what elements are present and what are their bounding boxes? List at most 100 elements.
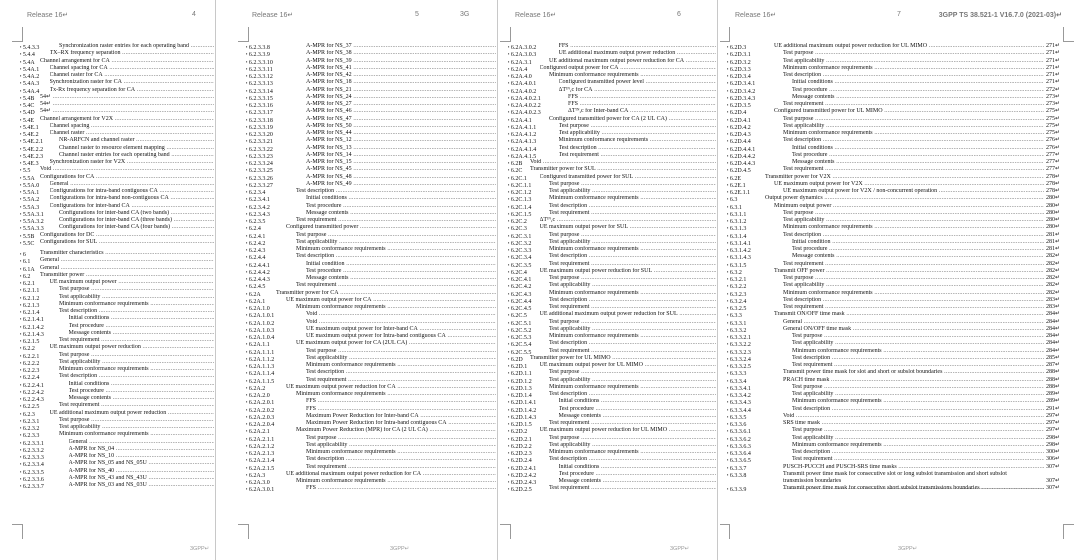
- toc-entry[interactable]: 6.2D.2.4 Test description: [508, 456, 716, 464]
- toc-entry[interactable]: 6.2C.4 UE maximum output power reduction …: [508, 268, 716, 276]
- toc-entry[interactable]: 5.4E.2.3 Channel raster entries for each …: [20, 152, 214, 160]
- toc-entry[interactable]: 6.2.3.3.21 A-MPR for NS_12: [246, 137, 496, 145]
- toc-entry[interactable]: 6.2A.2.0.2 FFS: [246, 406, 496, 414]
- toc-entry[interactable]: 6.2.3.3.15 A-MPR for NS_24: [246, 94, 496, 102]
- toc-entry[interactable]: 6.3.3.2.2 Test applicability284↵: [727, 340, 1060, 348]
- toc-entry[interactable]: 6.2D.3.4 Test description271↵: [727, 72, 1060, 80]
- toc-entry[interactable]: 6.2C.5.2 Test applicability: [508, 326, 716, 334]
- toc-entry[interactable]: 6.2.2.4.3 Message contents: [20, 395, 214, 403]
- toc-entry[interactable]: 6.2A.1.0.3 UE maximum output power for In…: [246, 326, 496, 334]
- toc-entry[interactable]: 6.1 General: [20, 257, 214, 265]
- toc-entry[interactable]: 6.3 Output power dynamics280↵: [727, 195, 1060, 203]
- toc-entry[interactable]: 6.2A.4 Configured output power for CA: [508, 65, 716, 73]
- toc-entry[interactable]: 6.2C Transmitter power for SUL: [508, 166, 716, 174]
- toc-entry[interactable]: 6.2A.3.0 Minimum conformance requirements: [246, 478, 496, 486]
- toc-entry[interactable]: 6.2.4.2 Test applicability: [246, 239, 496, 247]
- toc-entry[interactable]: 6.2A.3.0.2 FFS: [508, 43, 716, 51]
- toc-entry[interactable]: 6.2D.4.4.3 Message contents277↵: [727, 159, 1060, 167]
- toc-entry[interactable]: 6.2.3.4 Test description: [246, 188, 496, 196]
- toc-entry[interactable]: 6.2D.3.2 Test applicability271↵: [727, 57, 1060, 66]
- toc-entry[interactable]: 6.2A.1.0.1 Void: [246, 311, 496, 319]
- toc-entry[interactable]: 6.2D.4.4 Test description276↵: [727, 137, 1060, 145]
- toc-entry[interactable]: 6.2.3.4.1 Initial conditions: [246, 195, 496, 203]
- toc-entry[interactable]: 6.2A.1.1 UE maximum output power for CA (…: [246, 340, 496, 348]
- toc-entry[interactable]: 5.4E.1 Channel spacing: [20, 123, 214, 131]
- toc-entry[interactable]: 6.2A.4.1.2 Test applicability: [508, 130, 716, 138]
- toc-entry[interactable]: 6.2.2.3 Minimum conformance requirements: [20, 366, 214, 374]
- toc-entry[interactable]: 6.2E Transmitter power for V2X278↵: [727, 173, 1060, 182]
- toc-entry[interactable]: 6.2.1.4 Test description: [20, 308, 214, 316]
- toc-entry[interactable]: 6.2.1.3 Minimum conformance requirements: [20, 301, 214, 309]
- toc-entry[interactable]: 5.5A.0 General: [20, 181, 214, 189]
- toc-entry[interactable]: 6.2D.4.1 Test purpose275↵: [727, 115, 1060, 124]
- toc-entry[interactable]: 6.2D.2.4.2 Test procedure: [508, 471, 716, 479]
- toc-entry[interactable]: 6.2C.1 Configured transmitted power for S…: [508, 174, 716, 182]
- toc-entry[interactable]: 6.2.3.3.25 A-MPR for NS_45: [246, 166, 496, 174]
- toc-entry[interactable]: 6.3.3.6.2 Test applicability298↵: [727, 434, 1060, 443]
- toc-entry[interactable]: 6.3.1.1 Test purpose280↵: [727, 209, 1060, 218]
- toc-entry[interactable]: 6.2D.1 UE maximum output power for UL MIM…: [508, 362, 716, 370]
- toc-entry[interactable]: 5.4E.2 Channel raster: [20, 130, 214, 138]
- toc-entry[interactable]: 5.4A.4 Tx-Rx frequency separation for CA: [20, 87, 214, 95]
- toc-entry[interactable]: 6.3.3.7 PUSCH-PUCCH and PUSCH-SRS time ma…: [727, 463, 1060, 472]
- toc-entry[interactable]: 6.2A.1.1.4 Test description: [246, 369, 496, 377]
- toc-entry[interactable]: 6.2C.3.2 Test applicability: [508, 239, 716, 247]
- toc-entry[interactable]: 6.2.3.3.5 A-MPR for NS_40: [20, 468, 214, 476]
- toc-entry[interactable]: 6.2.3.3.3 A-MPR for NS_10: [20, 453, 214, 461]
- toc-entry[interactable]: 6.2A.1 UE maximum output power for CA: [246, 297, 496, 305]
- toc-entry[interactable]: 5.4A.2 Channel raster for CA: [20, 72, 214, 80]
- toc-entry[interactable]: 6.2.3.3.16 A-MPR for NS_27: [246, 101, 496, 109]
- toc-entry[interactable]: 6.3.3.3 Transmit power time mask for slot…: [727, 369, 1060, 377]
- toc-entry[interactable]: 6.2.3.3.10 A-MPR for NS_39: [246, 58, 496, 66]
- toc-entry[interactable]: 6.3.3.4.1 Test purpose288↵: [727, 383, 1060, 392]
- toc-entry[interactable]: 6.2.3.5 Test requirement: [246, 217, 496, 225]
- toc-entry[interactable]: 6.3.3.5 Void297↵: [727, 412, 1060, 421]
- toc-entry[interactable]: 6.2C.1.3 Minimum conformance requirements: [508, 195, 716, 203]
- toc-entry[interactable]: 6.2A.1.1.2 Test applicability: [246, 355, 496, 363]
- toc-entry[interactable]: 6.2A.2.1.4 Test description: [246, 456, 496, 464]
- toc-entry[interactable]: 6.3.1 Minimum output power280↵: [727, 202, 1060, 211]
- toc-entry[interactable]: 6.3.1.4.1 Initial condition281↵: [727, 238, 1060, 247]
- toc-entry[interactable]: 6.2.3.3.11 A-MPR for NS_41: [246, 65, 496, 73]
- toc-entry[interactable]: 6.2D Transmitter power for UL MIMO: [508, 355, 716, 363]
- toc-entry[interactable]: 6.2D.1.4.1 Initial conditions: [508, 398, 716, 406]
- toc-entry[interactable]: 5.4.3.3 Synchronization raster entries fo…: [20, 43, 214, 51]
- toc-entry[interactable]: 6.2D.2 UE maximum output power reduction …: [508, 427, 716, 435]
- toc-entry[interactable]: 6.2D.2.5 Test requirement: [508, 485, 716, 493]
- toc-entry[interactable]: 6.2A.4.0.2.1 FFS: [508, 94, 716, 102]
- toc-entry[interactable]: 6.2.3.3.18 A-MPR for NS_47: [246, 116, 496, 124]
- toc-entry[interactable]: 6.2D.2.1 Test purpose: [508, 435, 716, 443]
- toc-entry[interactable]: 6.2A.4.0.2.2 FFS: [508, 101, 716, 109]
- toc-entry[interactable]: 6.2.3.3.13 A-MPR for NS_18: [246, 79, 496, 87]
- toc-entry[interactable]: 6.2.3.3.24 A-MPR for NS_15: [246, 159, 496, 167]
- toc-entry[interactable]: 6.2E.1 UE maximum output power for V2X278…: [727, 180, 1060, 189]
- toc-entry[interactable]: 6.2C.4.3 Minimum conformance requirements: [508, 290, 716, 298]
- toc-entry[interactable]: 6.2D.4.4.2 Test procedure277↵: [727, 151, 1060, 160]
- toc-entry[interactable]: 5.5A.3 Configurations for inter-band CA: [20, 203, 214, 211]
- toc-entry[interactable]: 6.2C.5.4 Test description: [508, 340, 716, 348]
- toc-entry[interactable]: 6.2D.2.4.1 Initial conditions: [508, 464, 716, 472]
- toc-entry[interactable]: 6.3.3.1 General284↵: [727, 318, 1060, 327]
- toc-entry[interactable]: 6.2D.3.4.1 Initial conditions271↵: [727, 79, 1060, 87]
- toc-entry[interactable]: 5.4E.3 Synchronization raster for V2X: [20, 159, 214, 167]
- toc-entry[interactable]: 6.2A.2.0.1 FFS: [246, 398, 496, 406]
- toc-entry[interactable]: 6.3.3.2.1 Test purpose284↵: [727, 333, 1060, 341]
- toc-entry[interactable]: 6.2D.4.5 Test requirement277↵: [727, 166, 1060, 174]
- toc-entry[interactable]: 6.2.2.4.2 Test procedure: [20, 388, 214, 396]
- toc-entry[interactable]: 5.5A.3.1 Configurations for inter-band CA…: [20, 210, 214, 218]
- toc-entry[interactable]: 6.2A Transmitter power for CA: [246, 290, 496, 298]
- toc-entry[interactable]: 6.2C.4.5 Test requirement: [508, 304, 716, 312]
- toc-entry[interactable]: 6.2D.1.3 Minimum conformance requirements: [508, 384, 716, 392]
- toc-entry[interactable]: 6.2D.4 Configured transmitted power for U…: [727, 108, 1060, 116]
- toc-entry[interactable]: 6.2E.1.1 UE maximum output power for V2X …: [727, 188, 1060, 196]
- toc-entry[interactable]: 6.2C.5.5 Test requirement: [508, 348, 716, 356]
- toc-entry[interactable]: 6.2C.3 UE maximum output power for SUL: [508, 224, 716, 232]
- toc-entry[interactable]: 6.3.1.5 Test requirement282↵: [727, 260, 1060, 269]
- toc-entry[interactable]: 6.2D.2.4.3 Message contents: [508, 478, 716, 486]
- toc-entry[interactable]: 6.2D.1.5 Test requirement: [508, 420, 716, 428]
- toc-entry[interactable]: 6.2.3.3.2 A-MPR for NS_04: [20, 446, 214, 454]
- toc-entry[interactable]: 6.2D.2.3 Minimum conformance requirements: [508, 449, 716, 457]
- toc-entry[interactable]: 6.2.1.2 Test applicability: [20, 294, 214, 302]
- toc-entry[interactable]: 6.2.3.3 Minimum conformance requirements: [20, 431, 214, 439]
